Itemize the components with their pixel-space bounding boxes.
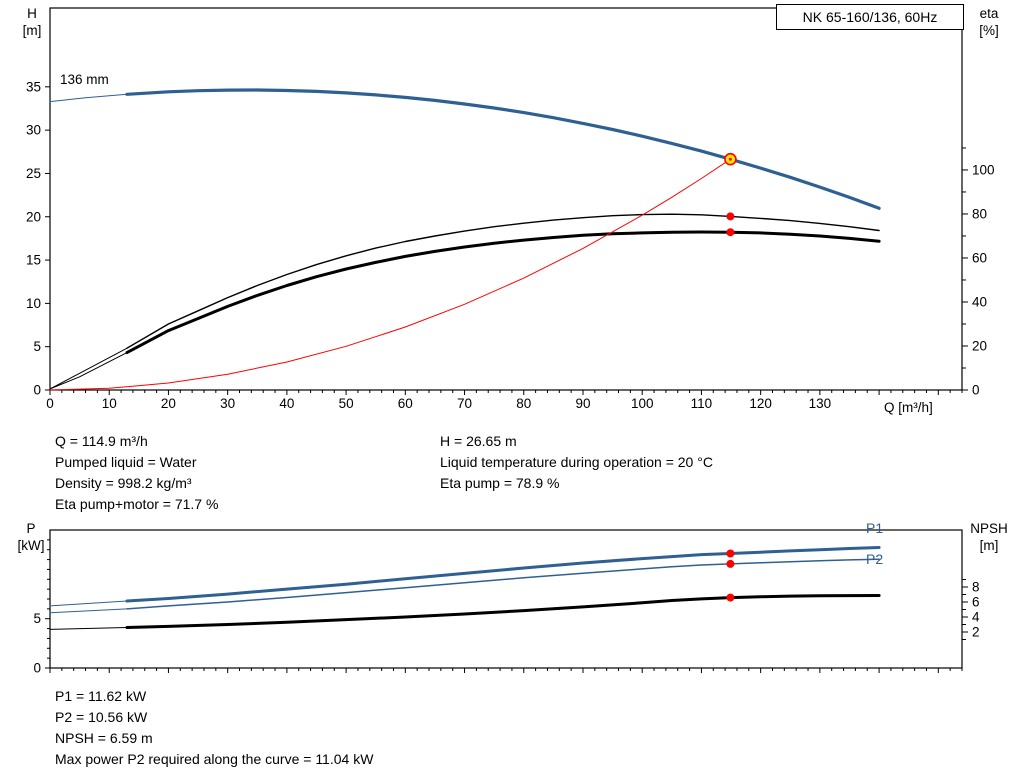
p2-duty-dot bbox=[726, 559, 735, 568]
x-tick-label: 10 bbox=[102, 396, 117, 411]
eta-pump-duty-dot bbox=[726, 212, 735, 221]
plot-frame bbox=[49, 7, 963, 391]
right-tick-label: 8 bbox=[972, 580, 980, 595]
p2-curve-lead bbox=[49, 608, 128, 614]
p2-value: P2 = 10.56 kW bbox=[55, 709, 148, 725]
h-axis-label-symbol: H bbox=[27, 6, 37, 21]
left-tick-label: 0 bbox=[33, 383, 41, 398]
eta-axis-label: eta [%] bbox=[962, 5, 1016, 39]
x-tick-label: 60 bbox=[398, 396, 413, 411]
pumped-liquid: Pumped liquid = Water bbox=[55, 454, 197, 470]
p-axis-label-unit: [kW] bbox=[17, 538, 45, 553]
right-tick-label: 60 bbox=[972, 250, 987, 265]
left-tick-label: 5 bbox=[33, 339, 41, 354]
left-tick-label: 30 bbox=[26, 123, 41, 138]
x-tick-label: 50 bbox=[339, 396, 354, 411]
right-tick-label: 4 bbox=[972, 610, 980, 625]
eta-pump-motor-curve-lead bbox=[49, 352, 128, 390]
left-tick-label: 10 bbox=[26, 296, 41, 311]
x-tick-label: 130 bbox=[809, 396, 832, 411]
h-axis-label-unit: [m] bbox=[22, 23, 42, 38]
eta-axis-label-unit: [%] bbox=[979, 23, 999, 38]
p1-curve bbox=[125, 546, 881, 603]
x-tick-label: 30 bbox=[220, 396, 235, 411]
eta-pump-motor-curve bbox=[125, 230, 881, 355]
npsh-curve-lead bbox=[49, 627, 128, 630]
p1-value: P1 = 11.62 kW bbox=[55, 688, 147, 704]
x-tick-label: 90 bbox=[575, 396, 590, 411]
x-tick-label: 0 bbox=[46, 396, 54, 411]
right-tick-label: 0 bbox=[972, 383, 980, 398]
p-axis-label: P [kW] bbox=[8, 520, 54, 554]
power-info: P1 = 11.62 kW P2 = 10.56 kW NPSH = 6.59 … bbox=[55, 686, 373, 770]
x-tick-label: 40 bbox=[279, 396, 294, 411]
liquid-temperature: Liquid temperature during operation = 20… bbox=[440, 454, 713, 470]
right-tick-label: 6 bbox=[972, 595, 980, 610]
head-curve-136mm bbox=[125, 88, 881, 210]
q-axis-label: Q [m³/h] bbox=[884, 400, 933, 415]
p1-curve-lead bbox=[49, 600, 128, 607]
x-tick-label: 110 bbox=[691, 396, 713, 411]
p2-curve-label: P2 bbox=[866, 551, 884, 567]
p1-duty-dot bbox=[726, 549, 735, 558]
impeller-size-label: 136 mm bbox=[60, 72, 109, 87]
density: Density = 998.2 kg/m³ bbox=[55, 475, 192, 491]
left-tick-label: 20 bbox=[26, 209, 41, 224]
npsh-curve bbox=[125, 594, 881, 629]
right-tick-label: 20 bbox=[972, 338, 987, 353]
axis-ticks bbox=[45, 539, 968, 673]
eta-pump-motor: Eta pump+motor = 71.7 % bbox=[55, 496, 219, 512]
p1-curve-label: P1 bbox=[866, 520, 884, 536]
eta-pump-curve bbox=[126, 213, 880, 349]
duty-info-col2: H = 26.65 m Liquid temperature during op… bbox=[440, 431, 713, 494]
left-tick-label: 25 bbox=[26, 166, 41, 181]
npsh-axis-label: NPSH [m] bbox=[958, 520, 1020, 554]
axis-ticks bbox=[45, 86, 968, 395]
right-tick-label: 80 bbox=[972, 206, 987, 221]
x-tick-label: 120 bbox=[749, 396, 772, 411]
x-tick-label: 80 bbox=[516, 396, 531, 411]
npsh-value: NPSH = 6.59 m bbox=[55, 730, 153, 746]
duty-head: H = 26.65 m bbox=[440, 433, 517, 449]
npsh-axis-label-symbol: NPSH bbox=[970, 521, 1008, 536]
right-tick-label: 40 bbox=[972, 294, 987, 309]
left-tick-label: 35 bbox=[26, 79, 41, 94]
right-tick-label: 100 bbox=[972, 162, 995, 177]
left-tick-label: 0 bbox=[33, 661, 41, 676]
eta-pump: Eta pump = 78.9 % bbox=[440, 475, 560, 491]
eta-axis-label-symbol: eta bbox=[979, 6, 999, 21]
npsh-duty-dot bbox=[726, 593, 735, 602]
h-axis-label: H [m] bbox=[12, 5, 52, 39]
duty-info-col1: Q = 114.9 m³/h Pumped liquid = Water Den… bbox=[55, 431, 218, 515]
p2-curve bbox=[126, 558, 880, 610]
right-tick-label: 2 bbox=[972, 625, 980, 640]
max-power-note: Max power P2 required along the curve = … bbox=[55, 751, 374, 767]
pump-model-title: NK 65-160/136, 60Hz bbox=[776, 4, 964, 30]
head-curve-lead bbox=[49, 93, 128, 103]
system-curve bbox=[49, 158, 731, 391]
npsh-axis-label-unit: [m] bbox=[979, 538, 999, 553]
x-tick-label: 70 bbox=[457, 396, 472, 411]
left-tick-label: 5 bbox=[33, 611, 41, 626]
hq-plot: 0 10 20 30 40 50 60 70 80 90 100 110 120 130 0 5 10 15 20 2… bbox=[26, 7, 995, 411]
left-tick-label: 15 bbox=[26, 253, 41, 268]
p-axis-label-symbol: P bbox=[26, 521, 36, 536]
eta-pump-curve-lead bbox=[49, 347, 128, 390]
duty-point-center bbox=[728, 157, 732, 161]
x-tick-label: 100 bbox=[631, 396, 654, 411]
eta-pump-motor-duty-dot bbox=[726, 228, 735, 237]
x-tick-label: 20 bbox=[161, 396, 176, 411]
duty-flow: Q = 114.9 m³/h bbox=[55, 433, 148, 449]
